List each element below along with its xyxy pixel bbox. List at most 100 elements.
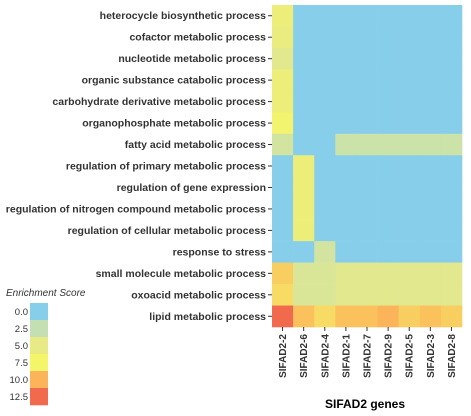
heatmap-cell (419, 284, 442, 306)
heatmap-cell (398, 26, 421, 49)
heatmap-cell (440, 284, 463, 306)
heatmap-cell (314, 219, 336, 242)
heatmap-cell (398, 305, 421, 328)
heatmap-cell (293, 90, 315, 113)
column-label: SIFAD2-5 (405, 334, 416, 378)
heatmap-cell (293, 305, 315, 328)
heatmap-cell (335, 90, 357, 113)
heatmap-cell (377, 90, 399, 113)
heatmap-cell (419, 219, 442, 242)
heatmap-cell (398, 133, 421, 156)
heatmap-cell (356, 69, 378, 92)
row-label: organic substance catabolic process (82, 75, 267, 87)
legend-swatch (30, 371, 48, 389)
heatmap-cell (440, 5, 463, 27)
heatmap-cell (314, 284, 336, 306)
heatmap-cell (398, 69, 421, 92)
heatmap-cell (398, 198, 421, 220)
heatmap-cell (335, 176, 357, 199)
row-label: lipid metabolic process (149, 311, 266, 323)
heatmap-cell (419, 198, 442, 220)
column-label: SIFAD2-3 (426, 334, 437, 378)
heatmap-cell (335, 262, 357, 285)
heatmap-cell (356, 262, 378, 285)
heatmap-cell (314, 176, 336, 199)
heatmap-cell (398, 284, 421, 306)
heatmap-cell (419, 176, 442, 199)
column-label: SIFAD2-9 (384, 334, 395, 378)
heatmap-cell (272, 133, 294, 156)
heatmap-cell (440, 133, 463, 156)
heatmap-cell (398, 155, 421, 178)
legend-title: Enrichment Score (6, 288, 86, 299)
heatmap-cell (293, 262, 315, 285)
row-label: cofactor metabolic process (129, 32, 266, 44)
heatmap-cell (440, 26, 463, 49)
heatmap-cell (335, 155, 357, 178)
heatmap-cell (440, 262, 463, 285)
heatmap-cell (377, 241, 399, 263)
heatmap-cell (314, 69, 336, 92)
legend-swatch (30, 388, 48, 406)
row-ticks (268, 15, 272, 317)
heatmap-cell (377, 176, 399, 199)
heatmap-cell (272, 198, 294, 220)
heatmap-cell (293, 176, 315, 199)
heatmap-cell (419, 262, 442, 285)
heatmap-cell (293, 241, 315, 263)
heatmap-cell (398, 47, 421, 70)
heatmap-cell (314, 5, 336, 27)
heatmap-cell (377, 26, 399, 49)
column-label: SIFAD2-4 (320, 334, 331, 378)
heatmap-cell (419, 305, 442, 328)
heatmap-cell (419, 90, 442, 113)
heatmap-cell (377, 284, 399, 306)
heatmap-cell (314, 198, 336, 220)
legend-tick-label: 7.5 (15, 358, 28, 369)
heatmap-cell (440, 112, 463, 135)
heatmap-cell (293, 284, 315, 306)
heatmap-cell (335, 219, 357, 242)
heatmap-cell (335, 284, 357, 306)
heatmap-cell (272, 241, 294, 263)
heatmap-cell (272, 5, 294, 27)
heatmap-cell (356, 305, 378, 328)
row-label: response to stress (173, 246, 267, 258)
row-label: small molecule metabolic process (96, 268, 267, 280)
heatmap-cell (377, 69, 399, 92)
heatmap-cell (272, 112, 294, 135)
heatmap-cell (293, 47, 315, 70)
heatmap-cell (293, 155, 315, 178)
row-label: regulation of nitrogen compound metaboli… (6, 203, 266, 215)
heatmap-cell (419, 112, 442, 135)
heatmap-cell (293, 219, 315, 242)
heatmap-cell (398, 262, 421, 285)
heatmap-cell (314, 26, 336, 49)
heatmap-cell (356, 176, 378, 199)
heatmap-cell (335, 69, 357, 92)
heatmap-cell (272, 176, 294, 199)
heatmap-cell (377, 112, 399, 135)
heatmap-cell (335, 26, 357, 49)
legend-tick-label: 2.5 (15, 324, 28, 335)
row-labels: heterocycle biosynthetic process cofactor… (6, 10, 266, 323)
heatmap-cell (356, 133, 378, 156)
column-label: SIFAD2-1 (341, 334, 352, 378)
heatmap-cell (293, 26, 315, 49)
heatmap-cell (356, 219, 378, 242)
heatmap-cell (356, 5, 378, 27)
heatmap-cell (293, 5, 315, 27)
heatmap-cell (272, 284, 294, 306)
heatmap-cell (314, 262, 336, 285)
legend-ticks: 0.0 2.5 5.0 7.5 10.0 12.5 (10, 307, 29, 403)
heatmap-cell (398, 5, 421, 27)
heatmap-cells (272, 5, 463, 328)
heatmap-cell (335, 305, 357, 328)
heatmap-cell (398, 176, 421, 199)
heatmap-cell (440, 198, 463, 220)
heatmap-cell (272, 219, 294, 242)
heatmap-cell (356, 112, 378, 135)
column-ticks (282, 327, 452, 331)
heatmap-cell (419, 26, 442, 49)
